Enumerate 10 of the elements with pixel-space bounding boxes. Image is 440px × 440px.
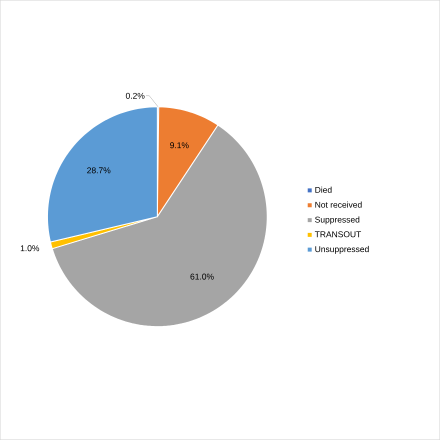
data-label: 28.7% <box>87 167 110 174</box>
legend-label: Not received <box>315 202 362 208</box>
data-label: 61.0% <box>190 274 214 280</box>
data-label: 0.2% <box>126 92 145 99</box>
legend-label: Suppressed <box>315 216 360 224</box>
legend-label: Unsuppressed <box>315 246 369 254</box>
data-label: 1.0% <box>20 245 40 252</box>
data-label: 9.1% <box>170 142 189 148</box>
legend-label: TRANSOUT <box>314 231 362 238</box>
legend-label: Died <box>315 186 332 193</box>
